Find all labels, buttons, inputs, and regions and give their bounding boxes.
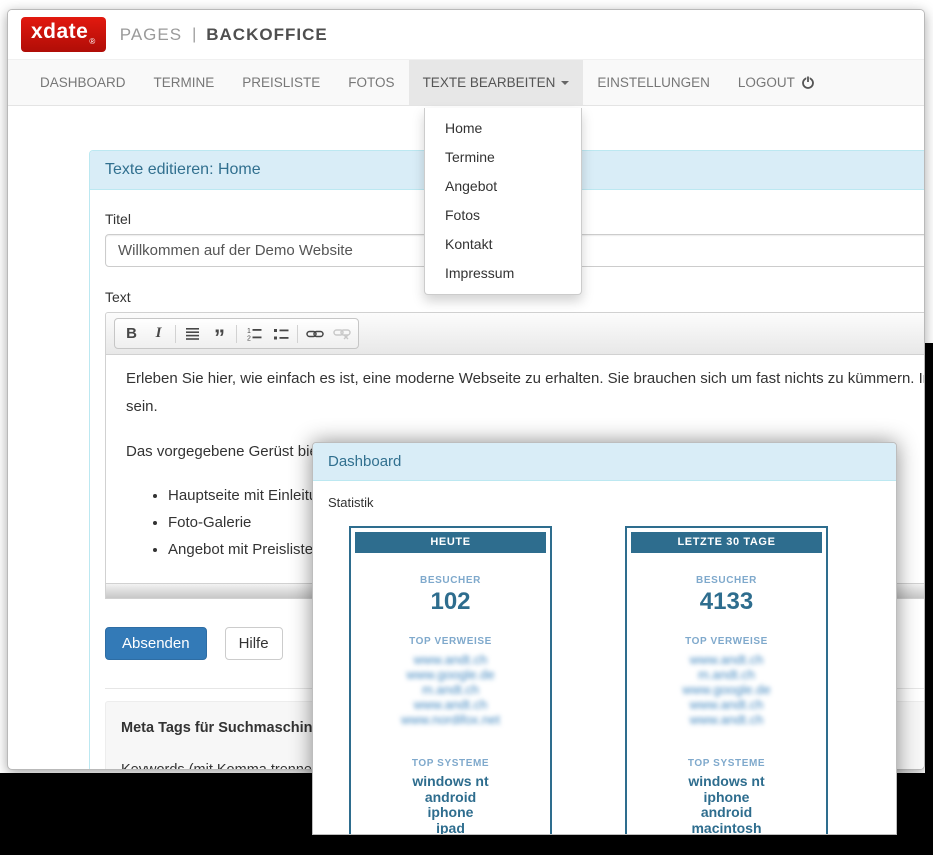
stat-cards-row: HEUTE BESUCHER 102 TOP VERWEISE www.andt…	[349, 526, 881, 835]
brand-product: PAGES	[119, 24, 183, 44]
svg-text:1: 1	[247, 328, 251, 335]
nav-item-fotos[interactable]: FOTOS	[348, 75, 395, 90]
nav-item-einstellungen[interactable]: EINSTELLUNGEN	[597, 75, 710, 90]
toolbar-separator	[297, 324, 298, 343]
system-item: iphone	[427, 804, 474, 820]
system-item: macintosh	[691, 819, 762, 835]
bullet-item: Foto-Galerie	[168, 509, 924, 536]
dropdown-item-angebot[interactable]: Angebot	[445, 178, 498, 194]
editor-toolbar: B I ”	[106, 313, 924, 355]
texte-bearbeiten-dropdown: Home Termine Angebot Fotos Kontakt Impre…	[424, 108, 582, 295]
brand-section: BACKOFFICE	[206, 24, 328, 44]
dashboard-body: Statistik HEUTE BESUCHER 102 TOP VERWEIS…	[313, 481, 896, 835]
referrer-link: www.google.de	[682, 682, 771, 697]
referrer-link: m.andt.ch	[421, 682, 480, 697]
chevron-down-icon	[561, 80, 570, 85]
top-systeme-label: TOP SYSTEME	[411, 758, 490, 769]
background-bottom-cover	[0, 835, 933, 855]
referrer-link: www.andt.ch	[689, 712, 764, 727]
justify-icon[interactable]	[179, 321, 206, 346]
stat-card-heute: HEUTE BESUCHER 102 TOP VERWEISE www.andt…	[349, 526, 552, 835]
italic-icon[interactable]: I	[155, 325, 162, 341]
nav-item-texte-bearbeiten[interactable]: TEXTE BEARBEITEN	[408, 60, 584, 105]
absenden-button[interactable]: Absenden	[105, 627, 207, 660]
dashboard-window: Dashboard Statistik HEUTE BESUCHER 102 T…	[312, 442, 897, 835]
referrer-link: m.andt.ch	[697, 667, 756, 682]
button-row: Absenden Hilfe	[105, 627, 924, 660]
referrer-link: www.nordifox.net	[401, 712, 500, 727]
referrer-link: www.andt.ch	[689, 697, 764, 712]
text-label: Text	[105, 289, 131, 305]
besucher-label: BESUCHER	[420, 575, 481, 586]
top-systeme-label: TOP SYSTEME	[687, 758, 766, 769]
system-item: android	[700, 804, 753, 820]
link-icon[interactable]	[301, 321, 328, 346]
hilfe-button[interactable]: Hilfe	[224, 627, 283, 660]
nav-item-dashboard[interactable]: DASHBOARD	[40, 75, 126, 90]
bullet-list: Hauptseite mit Einleitung Foto-Galerie A…	[126, 482, 924, 563]
top-verweise-label: TOP VERWEISE	[409, 636, 492, 647]
brand-divider: |	[192, 25, 197, 43]
system-item: windows nt	[688, 773, 765, 789]
top-verweise-list: www.andt.ch m.andt.ch www.google.de www.…	[631, 652, 822, 727]
bold-icon[interactable]: B	[126, 325, 137, 342]
dropdown-item-fotos[interactable]: Fotos	[445, 207, 481, 223]
paragraph-line: sein.	[126, 398, 158, 415]
dropdown-item-home[interactable]: Home	[445, 120, 483, 136]
besucher-label: BESUCHER	[696, 575, 757, 586]
system-item: android	[424, 788, 477, 805]
toolbar-separator	[175, 324, 176, 343]
besucher-value: 102	[430, 588, 471, 615]
top-systeme-list: windows nt android iphone ipad macintosh	[355, 773, 546, 835]
titel-label: Titel	[105, 211, 131, 227]
dashboard-title: Dashboard	[313, 443, 896, 481]
dropdown-item-termine[interactable]: Termine	[445, 149, 495, 165]
bullet-item: Angebot mit Preisliste	[168, 536, 924, 563]
blockquote-icon[interactable]: ”	[214, 325, 225, 350]
system-item: iphone	[703, 788, 750, 805]
referrer-link: www.google.de	[406, 667, 495, 682]
registered-mark: ®	[89, 37, 96, 46]
toolbar-separator	[236, 324, 237, 343]
svg-text:2: 2	[247, 335, 251, 341]
meta-tags-title: Meta Tags für Suchmaschinen	[121, 720, 330, 736]
dropdown-item-impressum[interactable]: Impressum	[445, 265, 515, 281]
background-right-black	[925, 343, 933, 855]
numbered-list-icon[interactable]: 1 2	[240, 321, 267, 346]
top-verweise-label: TOP VERWEISE	[685, 636, 768, 647]
power-icon	[801, 75, 815, 90]
xdate-logo: xdate®	[21, 17, 106, 52]
keywords-label: Keywords (mit Komma trennen, max. 10)	[121, 762, 385, 770]
stat-card-letzte-30-tage: LETZTE 30 TAGE BESUCHER 4133 TOP VERWEIS…	[625, 526, 828, 835]
system-item: windows nt	[412, 773, 489, 789]
statistik-label: Statistik	[328, 495, 374, 510]
stat-card-header: HEUTE	[355, 532, 546, 553]
nav-item-logout[interactable]: LOGOUT	[724, 60, 829, 105]
besucher-value: 4133	[699, 588, 754, 615]
top-brand-bar: xdate® PAGES | BACKOFFICE	[8, 10, 924, 59]
unlink-icon[interactable]	[328, 321, 355, 346]
referrer-link: www.andt.ch	[689, 652, 764, 667]
referrer-link: www.andt.ch	[413, 652, 488, 667]
top-verweise-list: www.andt.ch www.google.de m.andt.ch www.…	[355, 652, 546, 727]
nav-item-termine[interactable]: TERMINE	[153, 75, 215, 90]
main-navbar: DASHBOARD TERMINE PREISLISTE FOTOS TEXTE…	[8, 59, 924, 106]
logo-text: xdate	[31, 20, 89, 43]
dropdown-item-kontakt[interactable]: Kontakt	[445, 236, 493, 252]
system-item: ipad	[436, 819, 465, 835]
bulleted-list-icon[interactable]	[267, 321, 294, 346]
stat-card-header: LETZTE 30 TAGE	[631, 532, 822, 553]
bullet-item: Hauptseite mit Einleitung	[168, 482, 924, 509]
paragraph-line: Erleben Sie hier, wie einfach es ist, ei…	[126, 370, 924, 387]
nav-item-preisliste[interactable]: PREISLISTE	[242, 75, 321, 90]
referrer-link: www.andt.ch	[413, 697, 488, 712]
top-systeme-list: windows nt iphone android macintosh ipad	[631, 773, 822, 835]
